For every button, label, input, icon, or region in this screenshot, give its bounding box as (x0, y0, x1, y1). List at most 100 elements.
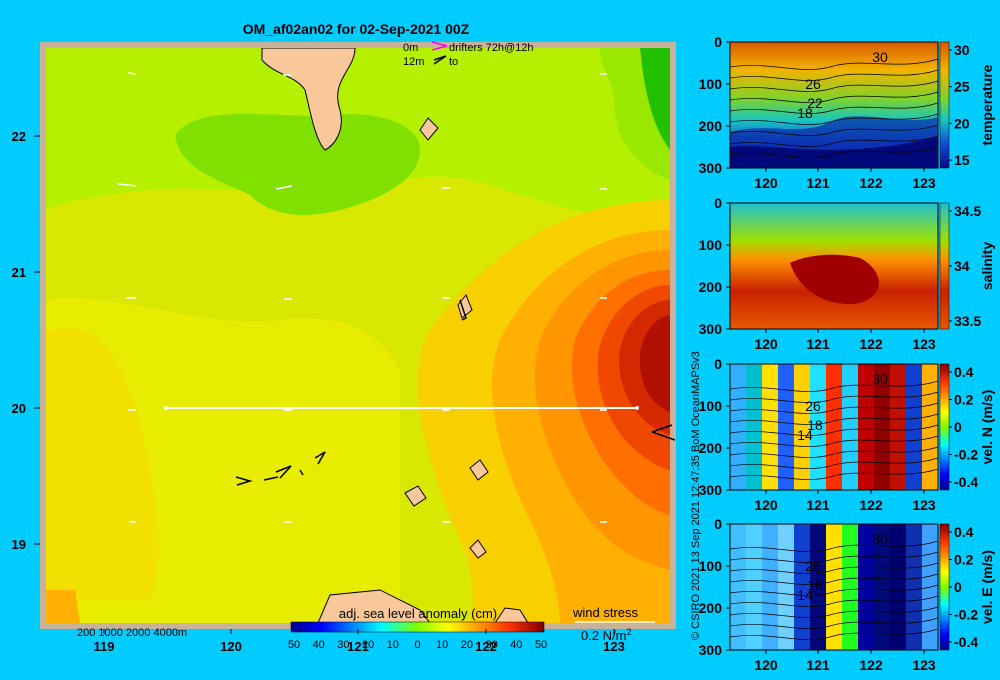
panel-label: salinity (979, 242, 995, 290)
colorbar-ticks: 50 40 30 20 10 0 10 20 30 40 50 (288, 639, 547, 651)
contour-label: 18 (797, 105, 813, 121)
map-y-tick: 21 (12, 265, 26, 280)
colorbar-tick: 40 (313, 639, 325, 651)
sla-colorbar (290, 621, 545, 633)
depth-tick: 0 (714, 356, 722, 372)
colorbar-tick: 30 (337, 639, 349, 651)
panel-x-tick: 120 (754, 497, 778, 513)
bathymetry-legend: 200 1000 2000 4000m (77, 627, 187, 639)
contour-label: 30 (872, 49, 888, 65)
map-x-tick: 119 (94, 639, 115, 654)
contour-label: 26 (805, 558, 821, 574)
panel-x-tick: 120 (754, 175, 778, 191)
depth-tick: 100 (699, 237, 723, 253)
drifters-label-2: to (449, 56, 458, 68)
colorbar-tick: 20 (362, 639, 374, 651)
colorbar-tick: 33.5 (954, 313, 981, 329)
depth-tick: 100 (699, 558, 723, 574)
panel-x-tick: 121 (806, 497, 830, 513)
panel-colorbar (939, 41, 950, 169)
panel-x-tick: 121 (806, 657, 830, 673)
depth-tick: 0 (714, 195, 722, 211)
depth-tick: 300 (699, 642, 723, 658)
colorbar-tick: 20 (461, 639, 473, 651)
colorbar-tick: 50 (535, 639, 547, 651)
colorbar-tick: 15 (954, 152, 970, 168)
depth-tick: 300 (699, 482, 723, 498)
sla-map: OM_af02an02 for 02-Sep-2021 00Z 0m drift… (12, 21, 676, 654)
panel-x-tick: 122 (859, 657, 883, 673)
drifters-depth-1: 0m (403, 42, 418, 54)
colorbar-tick: 40 (510, 639, 522, 651)
panel-label: vel. N (m/s) (979, 390, 995, 465)
depth-tick: 0 (714, 516, 722, 532)
depth-tick: 300 (699, 321, 723, 337)
colorbar-tick: 10 (387, 639, 399, 651)
contour-label: 30 (872, 531, 888, 547)
depth-tick: 200 (699, 600, 723, 616)
colorbar-tick: 30 (954, 42, 970, 58)
depth-tick: 0 (714, 34, 722, 50)
colorbar-tick: 0.2 (954, 392, 974, 408)
depth-tick: 200 (699, 440, 723, 456)
wind-scale: 0.2 N/m2 (581, 627, 632, 643)
panel-x-tick: 121 (806, 175, 830, 191)
drifters-depth-2: 12m (403, 56, 424, 68)
panel-x-tick: 120 (754, 336, 778, 352)
map-x-tick: 122 (475, 639, 497, 654)
panel-x-tick: 122 (859, 497, 883, 513)
map-y-tick: 22 (12, 129, 26, 144)
colorbar-tick: -0.2 (954, 607, 978, 623)
map-x-tick: 120 (220, 639, 242, 654)
wind-stress-arrows (117, 72, 607, 523)
colorbar-tick: -0.4 (954, 634, 978, 650)
colorbar-tick: 0.2 (954, 552, 974, 568)
colorbar-tick: -0.4 (954, 474, 978, 490)
colorbar-tick: 0.4 (954, 524, 974, 540)
map-y-ticks: 22 21 20 19 (12, 129, 40, 552)
colorbar-tick: 50 (288, 639, 300, 651)
colorbar-tick: 34.5 (954, 203, 981, 219)
contour-label: 14 (797, 427, 813, 443)
contour-label: 26 (805, 76, 821, 92)
contour-label: 30 (872, 371, 888, 387)
contour-label: 26 (805, 398, 821, 414)
panel-x-tick: 122 (859, 175, 883, 191)
depth-tick: 200 (699, 279, 723, 295)
depth-tick: 100 (699, 76, 723, 92)
contour-label: 18 (807, 577, 823, 593)
panel-salinity: 0 100 200 300 120 121 122 123 34.5 34 33.5 salinity (699, 195, 995, 352)
sla-field (46, 48, 670, 623)
colorbar-tick: 0.4 (954, 364, 974, 380)
credit-text: © CSIRO 2021 13 Sep 2021 12:47:35 BoM Oc… (690, 351, 702, 640)
colorbar-tick: 10 (436, 639, 448, 651)
map-x-tick: 123 (603, 639, 625, 654)
panel-colorbar (939, 363, 950, 491)
panel-label: temperature (979, 64, 995, 145)
panel-x-tick: 122 (859, 336, 883, 352)
drifters-label-1: drifters 72h@12h (449, 42, 534, 54)
colorbar-tick: 25 (954, 79, 970, 95)
colorbar-tick: 20 (954, 115, 970, 131)
depth-tick: 200 (699, 118, 723, 134)
colorbar-tick: -0.2 (954, 447, 978, 463)
colorbar-tick: 0 (954, 579, 962, 595)
colorbar-tick: 34 (954, 258, 970, 274)
panel-label: vel. E (m/s) (979, 550, 995, 624)
map-title: OM_af02an02 for 02-Sep-2021 00Z (243, 21, 470, 37)
panel-colorbar (939, 202, 950, 330)
contour-label: 14 (797, 587, 813, 603)
panel-x-tick: 123 (912, 497, 936, 513)
map-x-tick: 121 (347, 639, 369, 654)
map-y-tick: 20 (12, 401, 26, 416)
colorbar-label: adj. sea level anomaly (cm) (339, 606, 497, 621)
colorbar-tick: 30 (485, 639, 497, 651)
map-x-ticks: 119 120 121 122 123 (94, 629, 625, 654)
panel-x-tick: 120 (754, 657, 778, 673)
panel-x-tick: 123 (912, 657, 936, 673)
